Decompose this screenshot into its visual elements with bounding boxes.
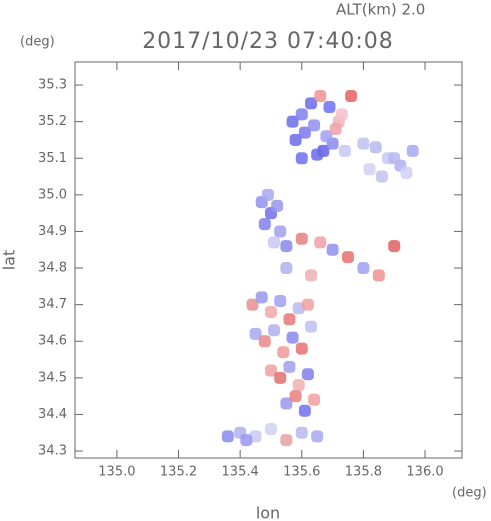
data-point: [280, 397, 293, 410]
data-point: [264, 364, 277, 377]
data-point: [329, 122, 342, 135]
y-tick-label: 34.9: [38, 224, 67, 239]
data-point: [375, 170, 388, 183]
x-tick-label: 135.2: [160, 465, 197, 480]
data-point: [255, 291, 268, 304]
x-tick-label: 135.8: [345, 465, 382, 480]
y-tick-label: 34.3: [38, 444, 67, 459]
data-point: [274, 225, 287, 238]
data-point: [292, 379, 305, 392]
data-point: [289, 390, 302, 403]
data-point: [261, 188, 274, 201]
data-point: [268, 324, 281, 337]
data-point: [357, 137, 370, 150]
data-point: [369, 141, 382, 154]
data-point: [326, 243, 339, 256]
data-point: [305, 97, 318, 110]
data-point: [295, 342, 308, 355]
y-tick-label: 35.2: [38, 114, 67, 129]
y-tick-label: 34.5: [38, 370, 67, 385]
y-tick-label: 34.8: [38, 261, 67, 276]
data-point: [388, 240, 401, 253]
data-point: [314, 90, 327, 103]
data-point: [280, 434, 293, 447]
x-tick-label: 136.0: [406, 465, 443, 480]
data-point: [400, 166, 413, 179]
y-tick-label: 35.1: [38, 151, 67, 166]
data-point: [264, 423, 277, 436]
data-point: [258, 335, 271, 348]
data-point: [286, 115, 299, 128]
chart-title: 2017/10/23 07:40:08: [142, 29, 394, 54]
plot-frame: [74, 61, 463, 459]
data-point: [301, 298, 314, 311]
data-point: [295, 426, 308, 439]
data-point: [357, 262, 370, 275]
data-point: [298, 404, 311, 417]
data-point: [295, 108, 308, 121]
x-unit: (deg): [452, 486, 487, 501]
data-point: [372, 269, 385, 282]
data-point: [308, 393, 321, 406]
data-point: [292, 302, 305, 315]
y-tick-label: 35.3: [38, 78, 67, 93]
x-tick-label: 135.6: [283, 465, 320, 480]
data-point: [249, 327, 262, 340]
data-point: [274, 294, 287, 307]
data-point: [298, 126, 311, 139]
data-point: [305, 320, 318, 333]
y-tick-label: 34.4: [38, 407, 67, 422]
data-point: [246, 298, 259, 311]
data-point: [258, 218, 271, 231]
data-point: [283, 360, 296, 373]
y-tick-label: 34.6: [38, 334, 67, 349]
data-point: [323, 101, 336, 114]
data-point: [363, 163, 376, 176]
data-point: [314, 236, 327, 249]
data-point: [320, 130, 333, 143]
data-point: [271, 199, 284, 212]
data-point: [286, 331, 299, 344]
y-axis-label: lat: [0, 250, 19, 271]
data-point: [264, 305, 277, 318]
data-point: [283, 313, 296, 326]
data-point: [406, 144, 419, 157]
data-point: [311, 430, 324, 443]
data-point: [280, 240, 293, 253]
x-tick-label: 135.4: [222, 465, 259, 480]
data-point: [308, 119, 321, 132]
data-point: [274, 371, 287, 384]
data-point: [295, 152, 308, 165]
data-point: [341, 251, 354, 264]
y-unit: (deg): [20, 35, 55, 50]
data-point: [305, 269, 318, 282]
data-point: [345, 90, 358, 103]
x-axis-label: lon: [256, 504, 280, 521]
subtitle: ALT(km) 2.0: [336, 1, 425, 19]
data-point: [280, 262, 293, 275]
x-tick-label: 135.0: [98, 465, 135, 480]
data-point: [301, 368, 314, 381]
data-point: [277, 346, 290, 359]
data-point: [221, 430, 234, 443]
data-point: [311, 148, 324, 161]
data-point: [240, 434, 253, 447]
y-tick-label: 35.0: [38, 187, 67, 202]
data-point: [289, 133, 302, 146]
data-point: [388, 152, 401, 165]
data-point: [335, 108, 348, 121]
y-tick-label: 34.7: [38, 297, 67, 312]
data-point: [268, 236, 281, 249]
data-point: [249, 430, 262, 443]
data-point: [295, 232, 308, 245]
data-point: [338, 144, 351, 157]
